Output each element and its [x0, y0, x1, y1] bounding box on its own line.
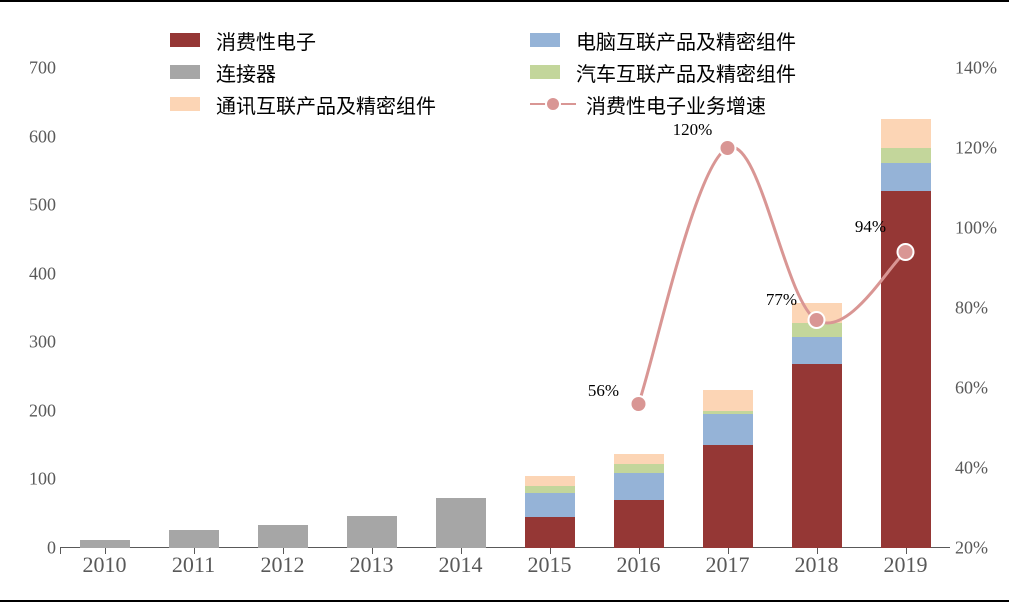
y-left-tick: 700 [6, 58, 56, 79]
y-right-tick: 20% [955, 538, 1005, 559]
top-rule [0, 0, 1009, 2]
x-tick: 2018 [795, 552, 839, 578]
bar-segment-connectors [169, 530, 219, 549]
bar-segment-consumer_electronics [881, 191, 931, 548]
bar-group [169, 530, 219, 549]
line-data-label: 77% [766, 290, 797, 310]
bar-segment-pc_products [703, 414, 753, 445]
bar-segment-consumer_electronics [792, 364, 842, 548]
x-tick: 2011 [172, 552, 215, 578]
bar-group [792, 303, 842, 548]
y-left-tick: 300 [6, 332, 56, 353]
x-tick: 2016 [617, 552, 661, 578]
bar-segment-consumer_electronics [703, 445, 753, 548]
y-right-tick: 60% [955, 378, 1005, 399]
bar-segment-connectors [258, 525, 308, 548]
line-data-label: 56% [588, 381, 619, 401]
y-axis-right: 20%40%60%80%100%120%140% [949, 68, 1009, 548]
line-data-label: 120% [673, 120, 713, 140]
plot-area: 56% 120% 77% 94% [60, 68, 950, 548]
bar-segment-pc_products [525, 493, 575, 517]
bar-segment-pc_products [614, 473, 664, 500]
bar-group [436, 498, 486, 548]
bar-segment-comm_products [614, 454, 664, 464]
bar-segment-pc_products [792, 337, 842, 364]
y-right-tick: 100% [955, 218, 1005, 239]
y-left-tick: 200 [6, 400, 56, 421]
bar-segment-connectors [80, 540, 130, 548]
chart-frame: { "chart": { "type": "stacked-bar-with-l… [0, 0, 1009, 602]
bar-group [614, 454, 664, 548]
bar-group [347, 516, 397, 548]
bar-segment-connectors [347, 516, 397, 548]
y-right-tick: 120% [955, 138, 1005, 159]
bar-group [881, 119, 931, 548]
x-tick: 2012 [261, 552, 305, 578]
x-tick: 2014 [439, 552, 483, 578]
bar-group [525, 476, 575, 548]
bar-segment-consumer_electronics [525, 517, 575, 548]
y-axis-left: 0100200300400500600700 [0, 68, 60, 548]
x-tick: 2017 [706, 552, 750, 578]
y-right-tick: 40% [955, 458, 1005, 479]
bar-segment-pc_products [881, 163, 931, 192]
x-axis: 2010 2011 2012 2013 2014 2015 2016 2017 2018 2019 [60, 552, 950, 592]
bar-segment-auto_products [792, 323, 842, 337]
y-left-tick: 600 [6, 126, 56, 147]
bar-segment-connectors [436, 498, 486, 548]
y-right-tick: 80% [955, 298, 1005, 319]
bar-group [258, 525, 308, 548]
bar-segment-auto_products [525, 486, 575, 493]
y-left-tick: 100 [6, 469, 56, 490]
bar-segment-consumer_electronics [614, 500, 664, 548]
bar-segment-auto_products [881, 148, 931, 163]
bar-segment-auto_products [614, 464, 664, 472]
x-tick: 2015 [528, 552, 572, 578]
x-tick: 2013 [350, 552, 394, 578]
legend-item: 消费性电子 [170, 24, 436, 56]
bar-group [703, 390, 753, 548]
legend-item: 电脑互联产品及精密组件 [530, 24, 796, 56]
x-tick: 2010 [83, 552, 127, 578]
bar-segment-comm_products [703, 390, 753, 411]
line-data-label: 94% [855, 217, 886, 237]
y-left-tick: 500 [6, 195, 56, 216]
y-right-tick: 140% [955, 58, 1005, 79]
y-left-tick: 400 [6, 263, 56, 284]
bar-segment-comm_products [881, 119, 931, 148]
x-tick: 2019 [884, 552, 928, 578]
bar-group [80, 540, 130, 548]
y-left-tick: 0 [6, 538, 56, 559]
bar-segment-comm_products [525, 476, 575, 486]
bar-segment-comm_products [792, 303, 842, 324]
